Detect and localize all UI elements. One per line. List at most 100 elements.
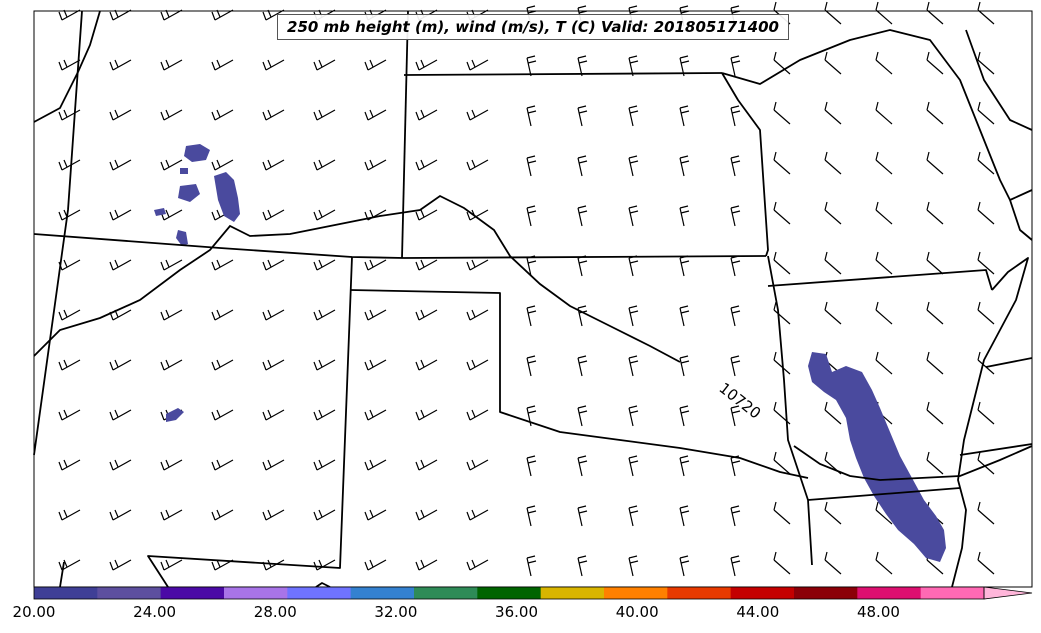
wind-barb	[160, 59, 183, 71]
wind-barb	[824, 51, 842, 75]
wind-barb	[875, 551, 893, 575]
colorbar-segment	[857, 587, 922, 599]
colorbar-tick-label: 28.00	[253, 603, 297, 621]
wind-barb	[773, 251, 791, 275]
wind-barb	[211, 459, 234, 471]
wind-barb	[773, 101, 791, 125]
wind-barb	[313, 109, 336, 121]
wind-barb	[58, 59, 81, 71]
border-nebraska-kansas	[403, 72, 723, 76]
colorbar-tick-label: 44.00	[736, 603, 780, 621]
wind-barb	[160, 359, 183, 371]
wind-barb	[466, 559, 489, 571]
wind-barb	[824, 151, 842, 175]
wind-barb	[875, 51, 893, 75]
wind-barb	[466, 309, 489, 321]
wind-barb	[466, 159, 489, 171]
wind-barb	[875, 351, 893, 375]
wind-barb	[679, 355, 690, 377]
wind-barb	[58, 109, 81, 121]
wind-barb	[364, 259, 387, 271]
wind-barb	[415, 259, 438, 271]
wind-barb	[679, 155, 690, 177]
wind-barb	[730, 155, 741, 177]
wind-barb	[160, 509, 183, 521]
wind-barb	[628, 555, 639, 577]
wind-barb	[109, 159, 132, 171]
wind-barb	[526, 205, 537, 227]
wind-barb	[211, 309, 234, 321]
wind-barb	[628, 155, 639, 177]
wind-barb	[109, 559, 132, 571]
wind-barb	[313, 359, 336, 371]
wind-barb	[526, 155, 537, 177]
wind-barb	[109, 359, 132, 371]
wind-barb	[526, 505, 537, 527]
wind-barb	[364, 59, 387, 71]
wind-barb	[730, 355, 741, 377]
wind-barb	[109, 209, 132, 221]
wind-barb	[730, 55, 741, 77]
wind-barb	[313, 459, 336, 471]
border-kansas-oklahoma	[403, 255, 767, 259]
wind-barb	[773, 201, 791, 225]
colorbar-tick-label: 36.00	[495, 603, 539, 621]
border-arkansas-south	[807, 487, 961, 501]
border-missouri-west	[721, 72, 769, 257]
wind-barb	[577, 155, 588, 177]
wind-barb	[466, 459, 489, 471]
wind-barb	[679, 105, 690, 127]
wind-barb	[415, 459, 438, 471]
wind-barb	[926, 251, 944, 275]
wind-barb	[824, 401, 842, 425]
wind-barb	[577, 105, 588, 127]
colorbar-segment	[540, 587, 605, 599]
wind-barb	[875, 301, 893, 325]
colorbar	[33, 586, 1033, 600]
wind-barb	[679, 555, 690, 577]
wind-barb	[875, 101, 893, 125]
wind-barb	[824, 1, 842, 25]
wind-barb	[679, 205, 690, 227]
wind-barb	[262, 9, 285, 21]
wind-barb	[415, 159, 438, 171]
shade-region-nw2	[178, 184, 200, 202]
colorbar-segment	[477, 587, 542, 599]
wind-barb	[58, 509, 81, 521]
colorbar-tick-label: 40.00	[615, 603, 659, 621]
temperature-shading	[154, 144, 946, 562]
border-mississippi-river	[951, 257, 1029, 588]
wind-barb	[313, 259, 336, 271]
colorbar-outline	[33, 586, 985, 600]
wind-barb	[211, 359, 234, 371]
wind-barb	[313, 509, 336, 521]
wind-barb	[679, 405, 690, 427]
colorbar-tick-label: 24.00	[133, 603, 177, 621]
wind-barb	[977, 301, 995, 325]
wind-barb	[160, 459, 183, 471]
wind-barb	[926, 301, 944, 325]
shade-region-east	[808, 352, 946, 562]
border-iowa	[965, 29, 1033, 131]
wind-barb	[977, 201, 995, 225]
wind-barb	[160, 259, 183, 271]
wind-barb	[109, 509, 132, 521]
wind-barb	[773, 501, 791, 525]
wind-barb	[577, 455, 588, 477]
state-boundaries	[33, 10, 1033, 588]
wind-barb	[262, 209, 285, 221]
border-missouri-east	[1009, 199, 1033, 241]
wind-barb	[824, 101, 842, 125]
border-oklahoma-east	[767, 255, 813, 566]
wind-barb	[211, 159, 234, 171]
wind-barb	[679, 505, 690, 527]
wind-barb	[466, 509, 489, 521]
wind-barb	[526, 105, 537, 127]
wind-barb	[773, 451, 791, 475]
wind-barb	[824, 201, 842, 225]
wind-barb	[773, 551, 791, 575]
wind-barb	[824, 301, 842, 325]
wind-barb	[628, 405, 639, 427]
wind-barb	[415, 359, 438, 371]
contour-north	[33, 10, 101, 123]
